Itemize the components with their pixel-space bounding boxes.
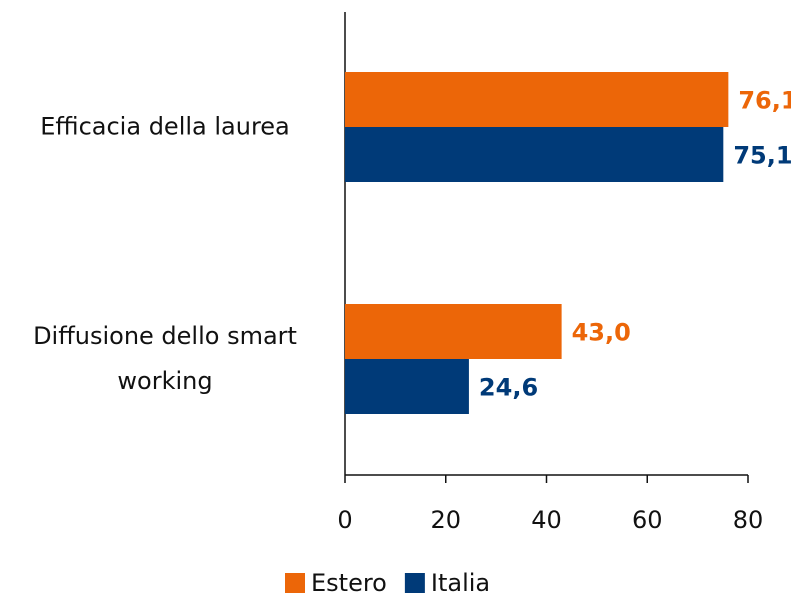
x-tick-label: 60 — [632, 506, 663, 534]
value-label: 75,1 — [733, 142, 791, 170]
value-label: 43,0 — [572, 319, 631, 347]
legend-swatch — [285, 573, 305, 593]
value-label: 76,1 — [738, 87, 791, 115]
value-label: 24,6 — [479, 374, 538, 402]
legend-swatch — [404, 573, 425, 593]
category-label: Diffusione dello smart working — [33, 322, 297, 395]
x-tick-label: 20 — [430, 506, 461, 534]
x-tick-label: 80 — [733, 506, 764, 534]
x-tick-label: 40 — [531, 506, 562, 534]
legend-label: Estero — [311, 569, 387, 594]
category-label: Efficacia della laurea — [40, 112, 290, 141]
bar — [345, 304, 562, 359]
bar — [345, 127, 724, 182]
legend-label: Italia — [431, 569, 490, 594]
bar — [345, 72, 729, 127]
x-tick-label: 0 — [337, 506, 352, 534]
bar — [345, 359, 469, 414]
